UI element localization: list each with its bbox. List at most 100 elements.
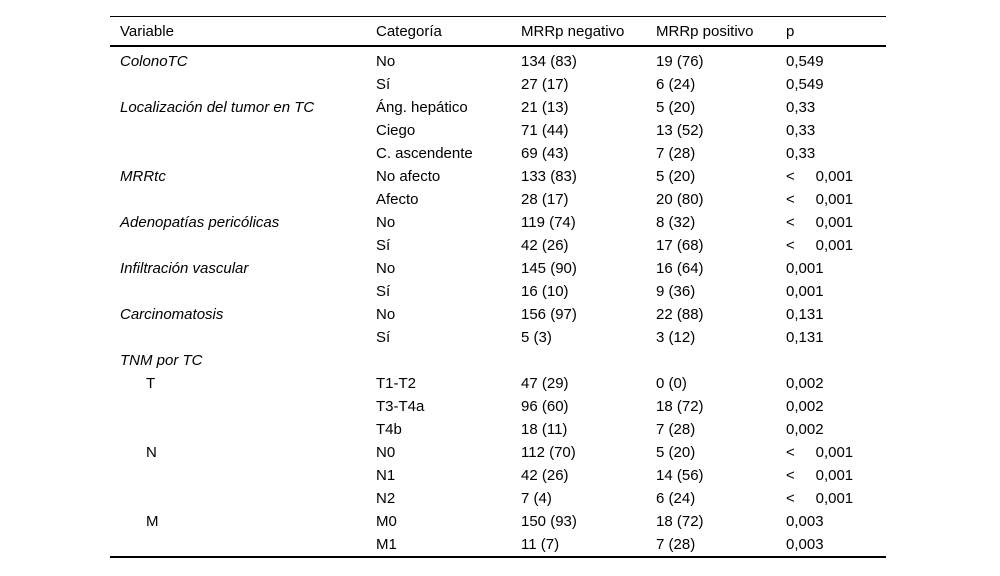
table-row: N N0 112 (70) 5 (20) < 0,001 [110, 441, 886, 464]
table-header: Variable Categoría MRRp negativo MRRp po… [110, 16, 886, 47]
cell-mrrp-negativo: 42 (26) [521, 237, 569, 254]
cell-variable: T [146, 375, 156, 392]
cell-p [786, 349, 886, 372]
table-row: N1 42 (26) 14 (56) < 0,001 [110, 464, 886, 487]
cell-variable [110, 142, 376, 165]
cell-mrrp-positivo: 5 (20) [656, 444, 696, 461]
cell-p: < 0,001 [786, 467, 854, 484]
cell-p: 0,002 [786, 375, 824, 392]
header-variable: Variable [110, 16, 376, 47]
table-row: Sí 27 (17) 6 (24) 0,549 [110, 73, 886, 96]
cell-mrrp-negativo: 28 (17) [521, 191, 569, 208]
table-row: MRRtc No afecto 133 (83) 5 (20) < 0,001 [110, 165, 886, 188]
cell-variable [110, 188, 376, 211]
cell-mrrp-positivo: 7 (28) [656, 536, 696, 553]
table-row: T4b 18 (11) 7 (28) 0,002 [110, 418, 886, 441]
cell-mrrp-negativo: 156 (97) [521, 306, 577, 323]
cell-p: 0,003 [786, 536, 824, 553]
table-body: ColonoTC No 134 (83) 19 (76) 0,549 Sí 27 (17) 6… [110, 46, 886, 557]
cell-variable: Carcinomatosis [120, 306, 224, 323]
cell-mrrp-negativo: 134 (83) [521, 53, 577, 70]
cell-variable: TNM por TC [120, 352, 203, 369]
cell-p: 0,131 [786, 329, 824, 346]
cell-p: < 0,001 [786, 490, 854, 507]
cell-mrrp-negativo: 7 (4) [521, 490, 552, 507]
cell-variable [110, 326, 376, 349]
cell-variable: MRRtc [120, 168, 166, 185]
table-row: Localización del tumor en TC Áng. hepátic… [110, 96, 886, 119]
cell-mrrp-positivo: 7 (28) [656, 421, 696, 438]
cell-variable: Infiltración vascular [120, 260, 249, 277]
cell-mrrp-positivo: 3 (12) [656, 329, 696, 346]
cell-categoria: No afecto [376, 168, 441, 185]
header-categoria: Categoría [376, 16, 521, 47]
table-row: Sí 16 (10) 9 (36) 0,001 [110, 280, 886, 303]
cell-mrrp-positivo: 13 (52) [656, 122, 704, 139]
table-row: Sí 42 (26) 17 (68) < 0,001 [110, 234, 886, 257]
cell-categoria: Afecto [376, 191, 419, 208]
cell-categoria: M0 [376, 513, 397, 530]
cell-variable [110, 464, 376, 487]
cell-mrrp-negativo: 96 (60) [521, 398, 569, 415]
header-row: Variable Categoría MRRp negativo MRRp po… [110, 16, 886, 47]
cell-mrrp-negativo: 145 (90) [521, 260, 577, 277]
cell-mrrp-negativo: 119 (74) [521, 214, 576, 231]
cell-mrrp-negativo: 71 (44) [521, 122, 569, 139]
cell-variable: N [146, 444, 157, 461]
cell-mrrp-negativo [521, 349, 656, 372]
table-row: Afecto 28 (17) 20 (80) < 0,001 [110, 188, 886, 211]
cell-mrrp-positivo: 0 (0) [656, 375, 687, 392]
cell-categoria: No [376, 306, 396, 323]
cell-categoria: No [376, 214, 396, 231]
cell-mrrp-positivo: 18 (72) [656, 513, 704, 530]
table-row: N2 7 (4) 6 (24) < 0,001 [110, 487, 886, 510]
cell-categoria: N1 [376, 467, 396, 484]
header-p: p [786, 16, 886, 47]
cell-mrrp-negativo: 112 (70) [521, 444, 576, 461]
cell-variable: Localización del tumor en TC [120, 99, 315, 116]
table-row: Infiltración vascular No 145 (90) 16 (64) 0,… [110, 257, 886, 280]
table-row: T T1-T2 47 (29) 0 (0) 0,002 [110, 372, 886, 395]
table-row: Adenopatías pericólicas No 119 (74) 8 (32) <… [110, 211, 886, 234]
cell-p: 0,549 [786, 53, 824, 70]
cell-p: 0,131 [786, 306, 824, 323]
cell-variable [110, 119, 376, 142]
cell-mrrp-positivo: 9 (36) [656, 283, 696, 300]
cell-variable [110, 533, 376, 557]
cell-mrrp-negativo: 5 (3) [521, 329, 552, 346]
cell-mrrp-positivo: 8 (32) [656, 214, 696, 231]
header-mrrp-positivo: MRRp positivo [656, 16, 786, 47]
cell-p: 0,003 [786, 513, 824, 530]
cell-mrrp-negativo: 47 (29) [521, 375, 569, 392]
cell-variable: M [146, 513, 159, 530]
table-row: T3-T4a 96 (60) 18 (72) 0,002 [110, 395, 886, 418]
table-row: M M0 150 (93) 18 (72) 0,003 [110, 510, 886, 533]
cell-mrrp-positivo: 20 (80) [656, 191, 704, 208]
cell-p: 0,33 [786, 145, 816, 162]
table-row: M1 11 (7) 7 (28) 0,003 [110, 533, 886, 557]
cell-categoria: Ciego [376, 122, 416, 139]
cell-mrrp-negativo: 42 (26) [521, 467, 569, 484]
cell-variable [110, 418, 376, 441]
cell-categoria: No [376, 260, 396, 277]
cell-categoria: T1-T2 [376, 375, 417, 392]
cell-categoria: N0 [376, 444, 396, 461]
cell-mrrp-positivo: 6 (24) [656, 76, 696, 93]
cell-mrrp-negativo: 133 (83) [521, 168, 577, 185]
cell-mrrp-positivo: 18 (72) [656, 398, 704, 415]
cell-p: 0,001 [786, 260, 824, 277]
table-row: Sí 5 (3) 3 (12) 0,131 [110, 326, 886, 349]
table-row: Ciego 71 (44) 13 (52) 0,33 [110, 119, 886, 142]
cell-mrrp-positivo: 14 (56) [656, 467, 704, 484]
cell-variable: ColonoTC [120, 53, 188, 70]
cell-categoria: Sí [376, 237, 391, 254]
cell-p: < 0,001 [786, 168, 854, 185]
cell-mrrp-negativo: 16 (10) [521, 283, 569, 300]
cell-mrrp-negativo: 18 (11) [521, 421, 568, 438]
cell-p: < 0,001 [786, 214, 854, 231]
cell-p: 0,001 [786, 283, 824, 300]
cell-mrrp-negativo: 21 (13) [521, 99, 569, 116]
cell-mrrp-positivo: 6 (24) [656, 490, 696, 507]
table-row: Carcinomatosis No 156 (97) 22 (88) 0,131 [110, 303, 886, 326]
table-row: TNM por TC [110, 349, 886, 372]
